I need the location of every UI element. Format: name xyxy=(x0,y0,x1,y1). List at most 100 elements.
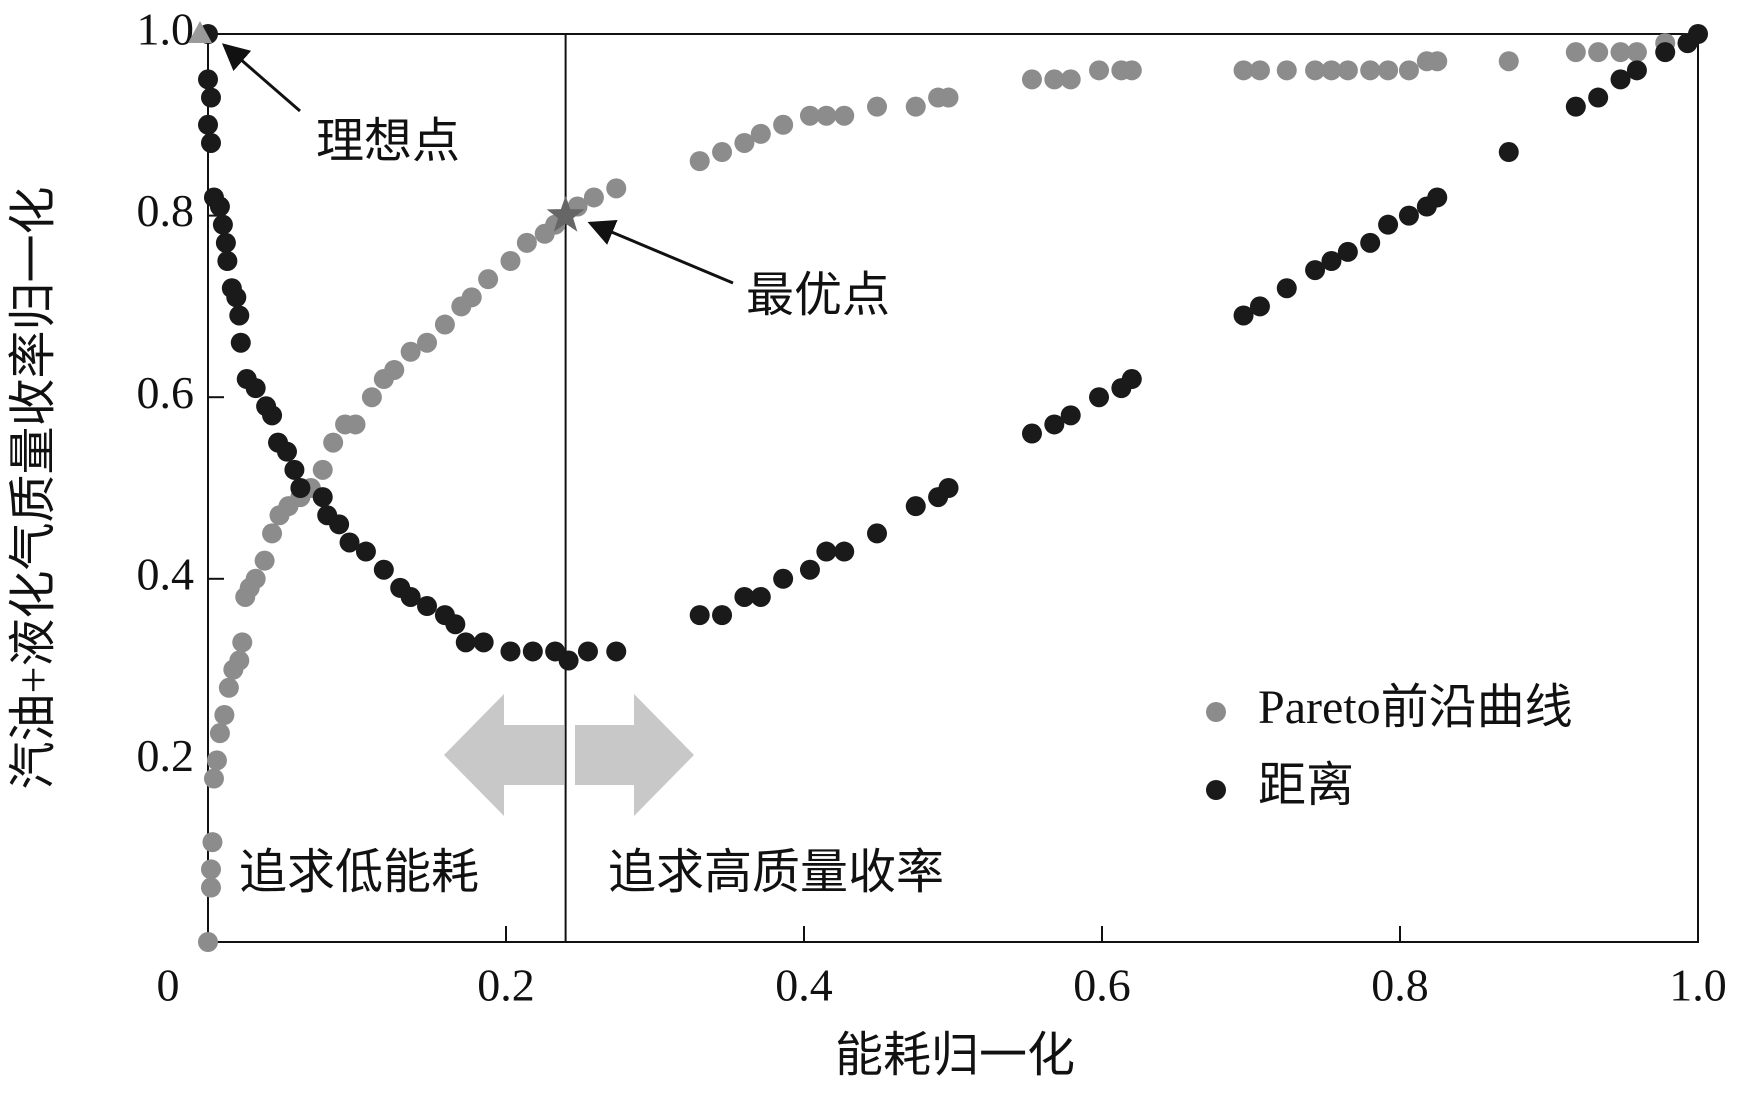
point xyxy=(361,387,382,408)
point xyxy=(583,187,604,208)
point xyxy=(445,614,466,635)
point xyxy=(1321,251,1342,271)
point xyxy=(1321,60,1342,81)
annotation: 理想点 xyxy=(316,115,460,168)
point xyxy=(209,723,230,744)
point xyxy=(938,87,959,108)
point xyxy=(606,178,627,199)
point xyxy=(209,196,230,217)
point xyxy=(773,114,794,135)
point xyxy=(1121,60,1142,81)
point xyxy=(1626,42,1647,63)
point xyxy=(606,641,627,662)
point xyxy=(200,859,221,880)
point xyxy=(1337,60,1358,81)
point xyxy=(1688,24,1708,44)
point xyxy=(1089,387,1110,408)
point xyxy=(1021,69,1042,90)
x-tick-label: 0.2 xyxy=(477,960,535,1011)
region-label: 追求高质量收率 xyxy=(608,846,944,899)
point xyxy=(734,132,755,153)
x-tick-label: 0 xyxy=(157,960,180,1011)
ideal-point xyxy=(188,21,212,43)
point xyxy=(400,341,421,362)
point xyxy=(816,541,837,562)
point xyxy=(1044,69,1065,90)
point xyxy=(198,114,218,135)
legend-label: 距离 xyxy=(1258,759,1354,812)
point xyxy=(1378,214,1399,235)
y-tick-label: 0.2 xyxy=(137,730,195,781)
point xyxy=(1305,60,1326,81)
point xyxy=(329,514,350,535)
legend-marker xyxy=(1206,702,1226,722)
point xyxy=(799,559,820,580)
point xyxy=(1089,60,1110,81)
point xyxy=(750,123,771,144)
x-tick-label: 0.8 xyxy=(1371,960,1429,1011)
point xyxy=(400,586,421,607)
point xyxy=(200,87,221,108)
arrow xyxy=(221,43,301,113)
x-tick-label: 1.0 xyxy=(1669,960,1727,1011)
point xyxy=(206,750,227,771)
point xyxy=(1588,87,1609,108)
point xyxy=(215,232,236,253)
point xyxy=(500,251,521,271)
point xyxy=(339,532,360,553)
point xyxy=(461,287,482,308)
point xyxy=(1565,42,1586,63)
legend-marker xyxy=(1206,780,1226,800)
point xyxy=(312,487,333,508)
point xyxy=(203,768,224,789)
point xyxy=(905,496,926,517)
point xyxy=(373,559,394,580)
point xyxy=(558,650,579,671)
point xyxy=(1276,60,1297,81)
left-arrow xyxy=(444,694,564,816)
point xyxy=(1588,42,1609,63)
point xyxy=(712,142,733,163)
point xyxy=(226,287,247,308)
point xyxy=(1655,42,1676,63)
x-tick-label: 0.6 xyxy=(1073,960,1131,1011)
right-arrow xyxy=(575,694,694,816)
point xyxy=(1398,205,1419,226)
y-axis-label: 汽油+液化气质量收率归一化 xyxy=(7,186,60,789)
point xyxy=(1233,305,1254,326)
point xyxy=(262,523,283,544)
point xyxy=(773,568,794,589)
point xyxy=(323,432,344,453)
point xyxy=(816,105,837,126)
point xyxy=(1498,142,1519,163)
point xyxy=(198,932,218,952)
point xyxy=(1610,69,1631,90)
point xyxy=(290,478,311,498)
plot-frame xyxy=(207,33,1699,943)
point xyxy=(1060,405,1081,426)
point xyxy=(417,596,438,617)
point xyxy=(230,332,251,353)
point xyxy=(577,641,598,662)
annotation: 最优点 xyxy=(746,269,890,322)
point xyxy=(750,586,771,607)
optimal-point xyxy=(546,195,585,232)
point xyxy=(712,605,733,626)
point xyxy=(229,650,250,671)
point xyxy=(254,550,275,571)
region-label: 追求低能耗 xyxy=(239,846,479,899)
point xyxy=(1249,60,1270,81)
point xyxy=(834,105,855,126)
point xyxy=(734,586,755,607)
point xyxy=(799,105,820,126)
point xyxy=(214,705,235,725)
point xyxy=(229,305,250,326)
point xyxy=(1378,60,1399,81)
point xyxy=(689,151,710,172)
point xyxy=(522,641,543,662)
point xyxy=(867,96,888,117)
arrow xyxy=(587,219,734,285)
point xyxy=(355,541,376,562)
point xyxy=(417,332,438,353)
